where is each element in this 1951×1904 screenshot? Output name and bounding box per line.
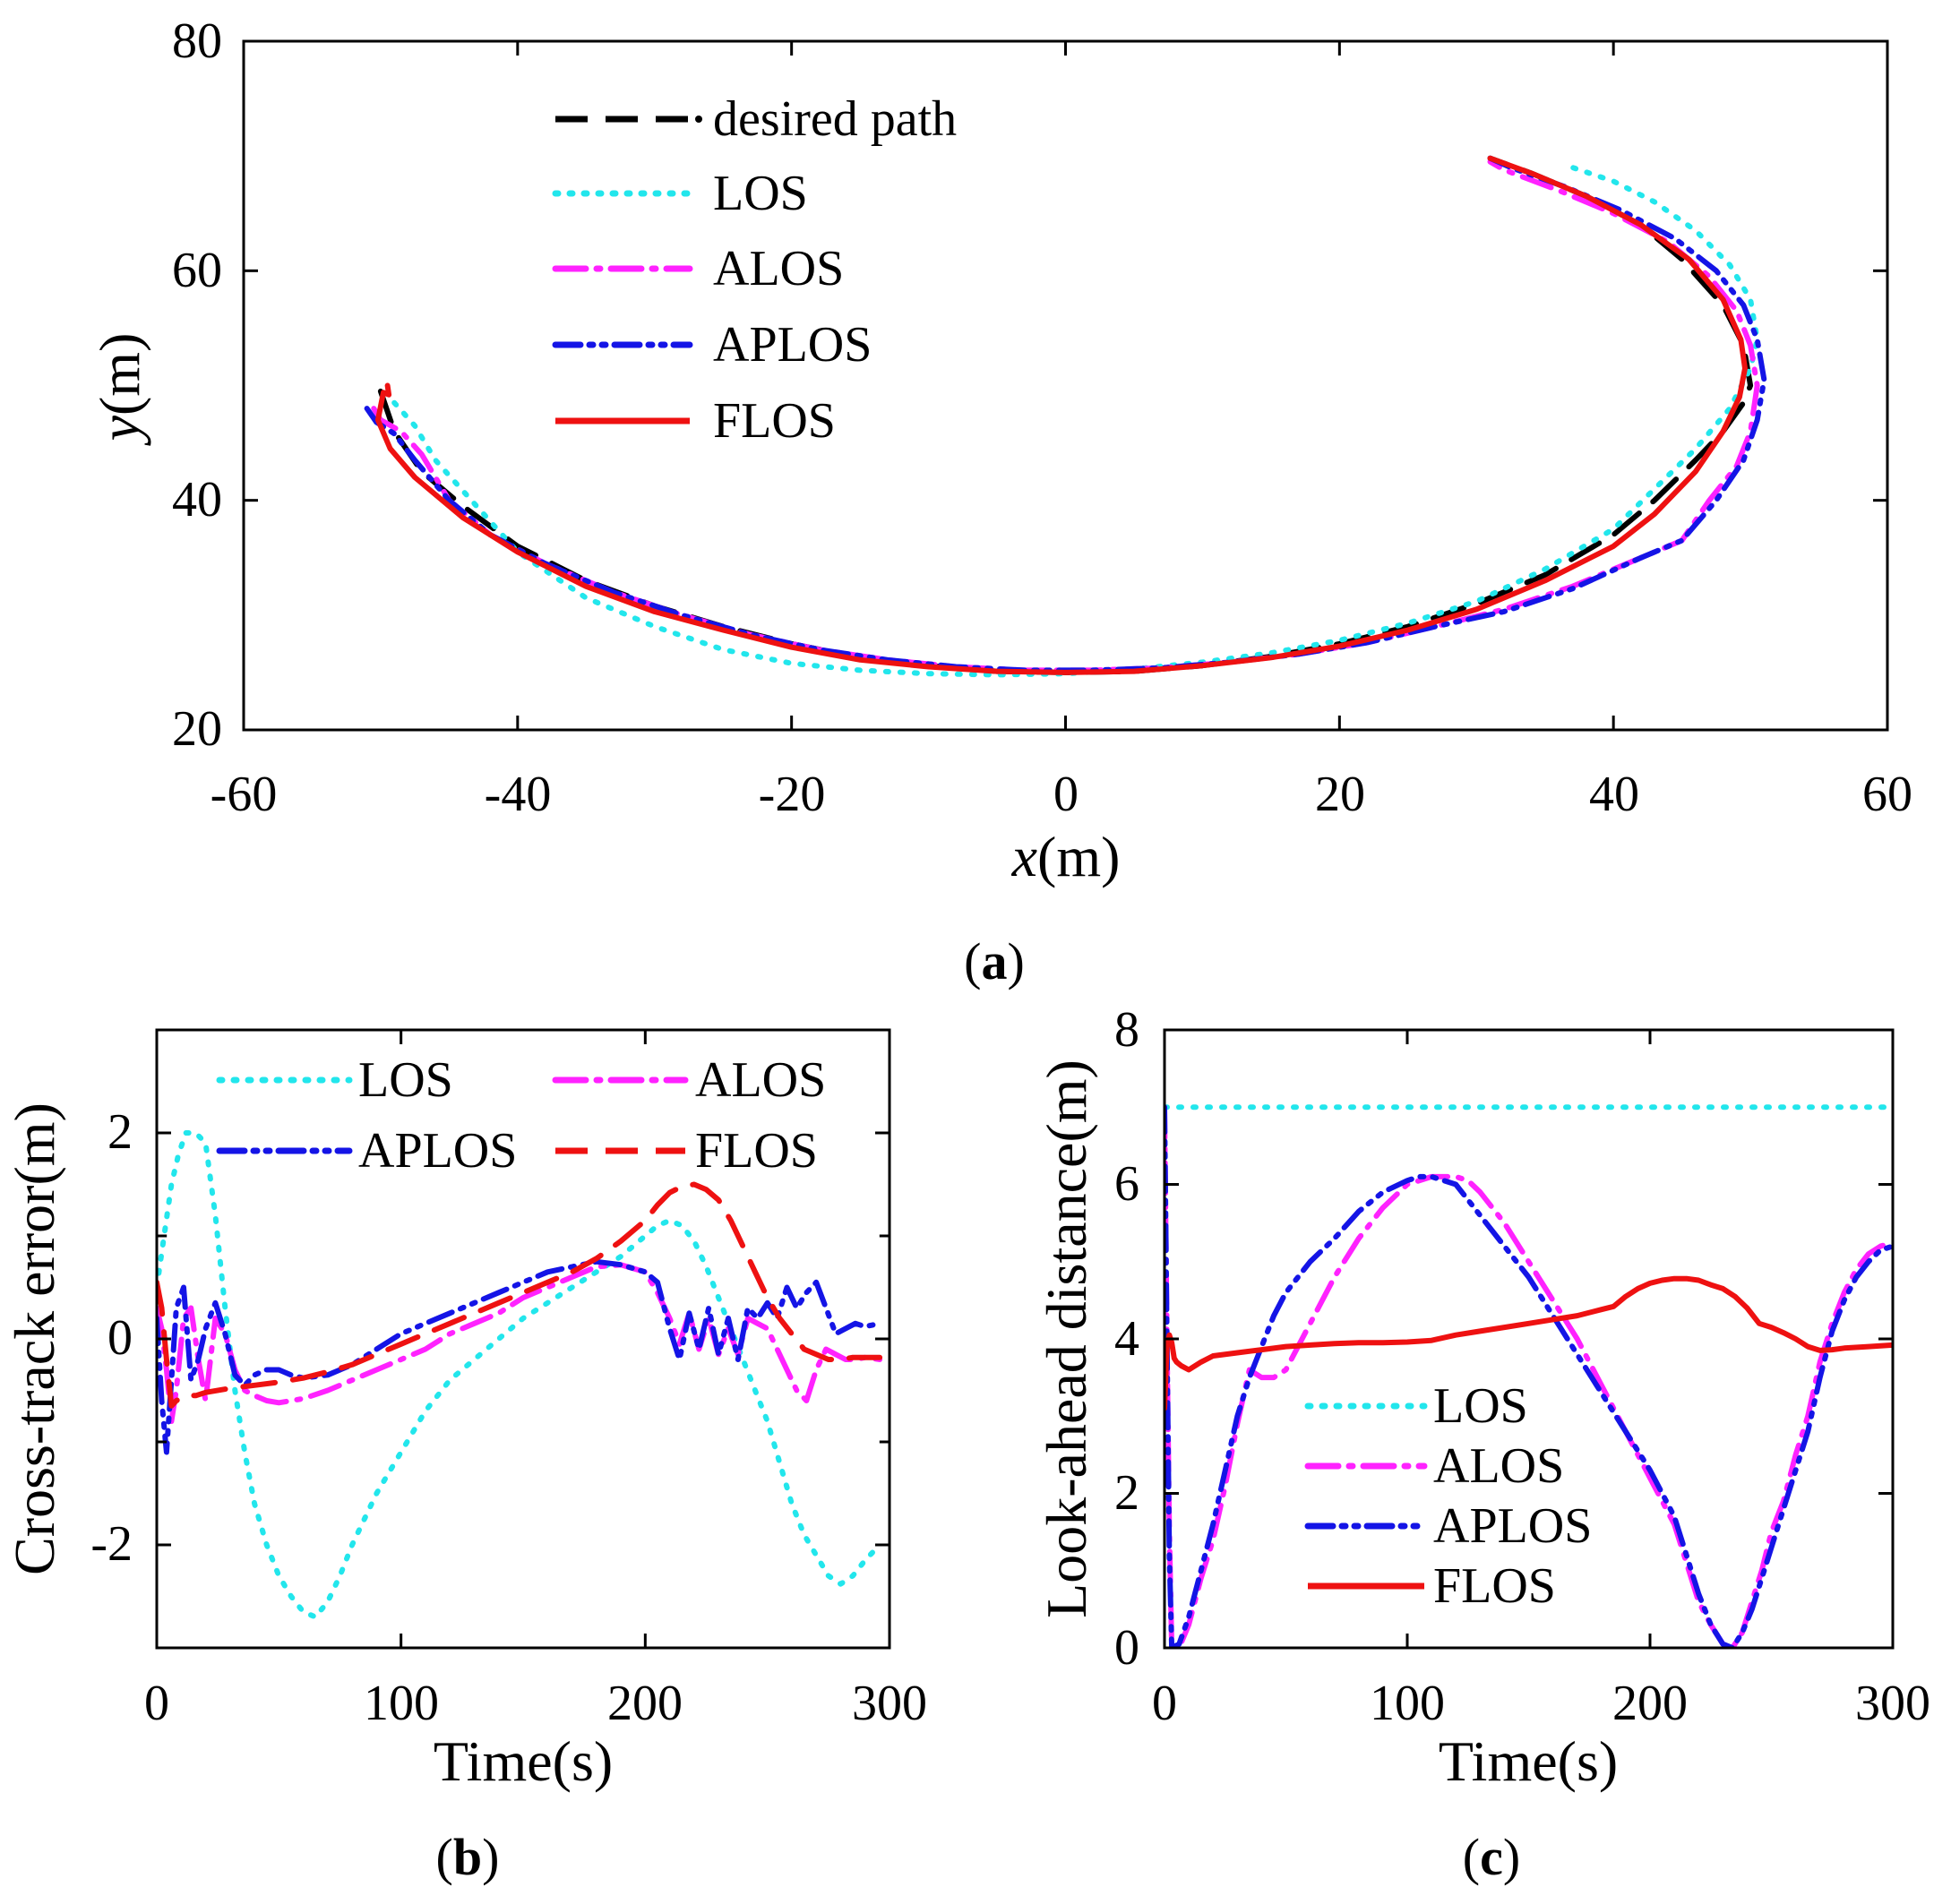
panel-b-xtick-label: 0 [144,1676,169,1731]
panel-a-xlabel: x(m) [1011,825,1121,888]
panel-c-caption-letter: c [1480,1828,1503,1886]
panel-a-ytick-label: 40 [172,472,222,527]
panel-c-ytick-label: 2 [1114,1465,1139,1521]
panel-b-legend: LOS ALOS APLOS FLOS [216,1052,826,1179]
legend-c-label-los: LOS [1433,1378,1528,1434]
panel-a-ylabel-unit: (m) [88,333,151,416]
panel-a-series-group [364,155,1767,678]
legend-swatch-desired-path-dot [695,116,702,123]
series-line-aplos [1165,1104,1893,1648]
panel-c-xlabel: Time(s) [1439,1729,1618,1793]
panel-a-xtick-label: 0 [1053,767,1079,822]
panel-b-xtick-label: 100 [364,1676,439,1731]
panel-b-xlabel: Time(s) [434,1729,613,1793]
panel-c-xtick-label: 200 [1612,1676,1688,1731]
legend-b-label-aplos: APLOS [358,1123,517,1179]
panel-c-legend: LOS ALOS APLOS FLOS [1304,1378,1592,1614]
panel-a-ytick-label: 80 [172,13,222,69]
legend-label-aplos: APLOS [713,317,872,373]
panel-c-ylabel: Look-ahead distance(m) [1035,1059,1098,1618]
legend-label-los: LOS [713,166,808,221]
panel-a-xtick-label: 40 [1589,767,1639,822]
panel-a-caption: (a) [964,932,1025,991]
panel-c-xtick-label: 100 [1370,1676,1445,1731]
panel-b-ytick-label: -2 [90,1516,133,1572]
series-line-alos [157,1262,883,1424]
panel-a-trajectory-plot: 80 60 40 20 -60 -40 -20 0 20 40 60 x(m) … [88,13,1912,991]
panel-b-ticks [155,1028,891,1650]
panel-a-axes-frame [242,39,1889,732]
panel-a-xtick-label: -40 [485,767,552,822]
panel-c-look-ahead-distance-plot: 8 6 4 2 0 0 100 200 300 Time(s) Look-ahe… [1035,1002,1930,1886]
panel-a-xlabel-var: x [1011,825,1037,888]
panel-b-ytick-label: 2 [107,1104,133,1160]
series-line-flos [1165,1275,1893,1411]
panel-a-ylabel-var: y [88,415,151,446]
panel-a-caption-letter: a [982,932,1008,991]
panel-a-plot-area [364,155,1767,678]
legend-b-label-flos: FLOS [695,1123,818,1179]
panel-c-ytick-label: 0 [1114,1620,1139,1676]
legend-label-alos: ALOS [713,241,844,296]
panel-b-series-group [157,1130,883,1620]
series-line-los [157,1130,883,1620]
panel-a-xtick-label: 20 [1315,767,1365,822]
panel-c-series-group [1165,1104,1893,1648]
series-line-aplos [364,155,1767,673]
panel-a-xtick-label: -60 [211,767,278,822]
panel-a-xtick-label: 60 [1862,767,1912,822]
panel-a-xlabel-unit: (m) [1037,825,1120,888]
panel-c-xtick-label: 0 [1152,1676,1177,1731]
panel-a-ylabel: y(m) [88,333,151,447]
legend-c-label-alos: ALOS [1433,1438,1564,1494]
panel-c-xtick-label: 300 [1855,1676,1930,1731]
series-line-flos [157,1181,883,1409]
legend-c-label-flos: FLOS [1433,1558,1556,1614]
series-line-aplos [157,1258,883,1455]
panel-b-ytick-label: 0 [107,1310,133,1366]
legend-c-label-aplos: APLOS [1433,1498,1592,1554]
panel-a-legend: desired path LOS ALOS APLOS FLOS [552,91,957,449]
panel-c-ytick-label: 8 [1114,1002,1139,1058]
panel-a-ytick-label: 60 [172,243,222,298]
panel-b-ylabel: Cross-track error(m) [3,1102,66,1575]
panel-b-cross-track-error-plot: 2 0 -2 0 100 200 300 Time(s) Cross-track… [3,1028,927,1886]
panel-b-caption: (b) [436,1828,500,1886]
panel-c-ytick-label: 6 [1114,1156,1139,1212]
legend-label-flos: FLOS [713,393,836,449]
legend-b-label-alos: ALOS [695,1052,826,1108]
legend-label-desired-path: desired path [713,91,957,147]
panel-b-xtick-label: 200 [607,1676,683,1731]
series-line-flos [374,155,1748,675]
panel-b-caption-letter: b [453,1828,482,1886]
panel-c-ytick-label: 4 [1114,1311,1139,1367]
panel-b-xtick-label: 300 [852,1676,927,1731]
series-line-los [391,165,1760,678]
panel-c-caption: (c) [1463,1828,1520,1886]
panel-a-ticks [242,39,1889,732]
series-line-alos [1165,1104,1893,1648]
panel-c-ticks [1163,1028,1895,1650]
panel-a-ytick-label: 20 [172,701,222,757]
legend-b-label-los: LOS [358,1052,453,1108]
panel-c-axes-frame [1163,1028,1895,1650]
panel-a-xtick-label: -20 [759,767,826,822]
